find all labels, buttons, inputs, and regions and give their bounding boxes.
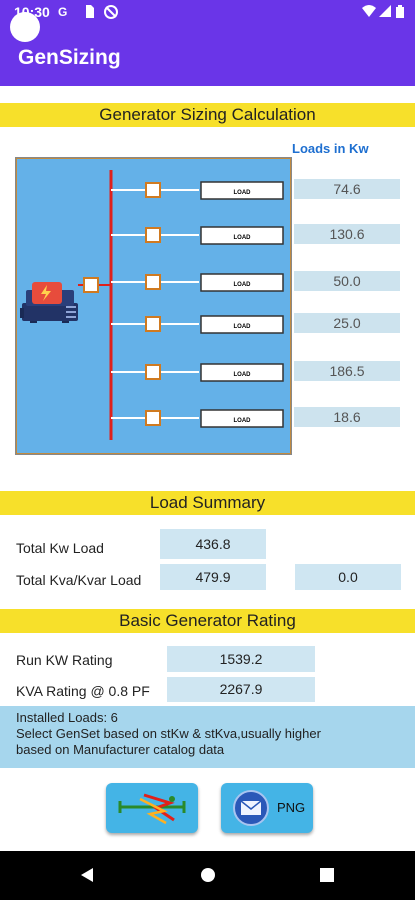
load-label: LOAD bbox=[234, 282, 252, 288]
mail-icon bbox=[233, 790, 269, 826]
load-branch-1: LOAD bbox=[111, 181, 284, 200]
load-branch-3: LOAD bbox=[111, 273, 284, 292]
total-kva-label: Total Kva/Kvar Load bbox=[16, 572, 142, 588]
status-bar: 10:30 G bbox=[0, 0, 415, 24]
google-g-icon: G bbox=[58, 5, 68, 19]
total-kw-label: Total Kw Load bbox=[16, 540, 104, 556]
load-value-3[interactable]: 50.0 bbox=[294, 271, 400, 291]
generator-breaker bbox=[83, 277, 99, 293]
kva-rating-label: KVA Rating @ 0.8 PF bbox=[16, 683, 150, 699]
installed-loads-text: Installed Loads: 6 bbox=[16, 710, 118, 725]
load-label: LOAD bbox=[234, 418, 252, 424]
loads-header: Loads in Kw bbox=[292, 141, 369, 156]
load-value-5[interactable]: 186.5 bbox=[294, 361, 400, 381]
total-kva-value: 479.9 bbox=[160, 564, 266, 590]
load-value-1[interactable]: 74.6 bbox=[294, 179, 400, 199]
home-icon[interactable] bbox=[200, 867, 216, 883]
sync-off-icon bbox=[104, 5, 118, 22]
load-branch-6: LOAD bbox=[111, 409, 284, 428]
section-title-sizing: Generator Sizing Calculation bbox=[0, 103, 415, 127]
total-kvar-value: 0.0 bbox=[295, 564, 401, 590]
load-value-6[interactable]: 18.6 bbox=[294, 407, 400, 427]
sim-card-icon bbox=[84, 5, 94, 21]
run-kw-label: Run KW Rating bbox=[16, 652, 113, 668]
signal-icon bbox=[379, 5, 391, 20]
touch-indicator bbox=[10, 12, 40, 42]
note-line-1: Select GenSet based on stKw & stKva,usua… bbox=[16, 726, 321, 741]
app-title: GenSizing bbox=[18, 46, 121, 69]
load-value-2[interactable]: 130.6 bbox=[294, 224, 400, 244]
battery-icon bbox=[396, 5, 404, 21]
single-line-diagram-button[interactable] bbox=[106, 783, 198, 833]
single-line-diagram-icon bbox=[118, 793, 186, 825]
app-bar: GenSizing bbox=[0, 24, 415, 86]
load-branch-5: LOAD bbox=[111, 363, 284, 382]
note-line-2: based on Manufacturer catalog data bbox=[16, 742, 225, 757]
kva-rating-value: 2267.9 bbox=[167, 677, 315, 702]
load-value-4[interactable]: 25.0 bbox=[294, 313, 400, 333]
png-export-button[interactable]: PNG bbox=[221, 783, 313, 833]
generator-diagram: LOAD LOAD LOAD LOAD LOAD bbox=[15, 157, 292, 455]
total-kw-value: 436.8 bbox=[160, 529, 266, 559]
notes-panel: Installed Loads: 6 Select GenSet based o… bbox=[0, 706, 415, 768]
section-title-rating: Basic Generator Rating bbox=[0, 609, 415, 633]
run-kw-value: 1539.2 bbox=[167, 646, 315, 672]
system-nav-bar bbox=[0, 851, 415, 900]
wifi-icon bbox=[362, 5, 376, 20]
section-title-summary: Load Summary bbox=[0, 491, 415, 515]
recents-icon[interactable] bbox=[320, 868, 334, 882]
generator-icon bbox=[20, 282, 78, 323]
load-branch-2: LOAD bbox=[111, 226, 284, 245]
load-branch-4: LOAD bbox=[111, 315, 284, 334]
load-label: LOAD bbox=[234, 372, 252, 378]
png-label: PNG bbox=[277, 800, 306, 815]
load-label: LOAD bbox=[234, 324, 252, 330]
load-label: LOAD bbox=[234, 235, 252, 241]
back-icon[interactable] bbox=[80, 867, 94, 883]
load-label: LOAD bbox=[234, 190, 252, 196]
